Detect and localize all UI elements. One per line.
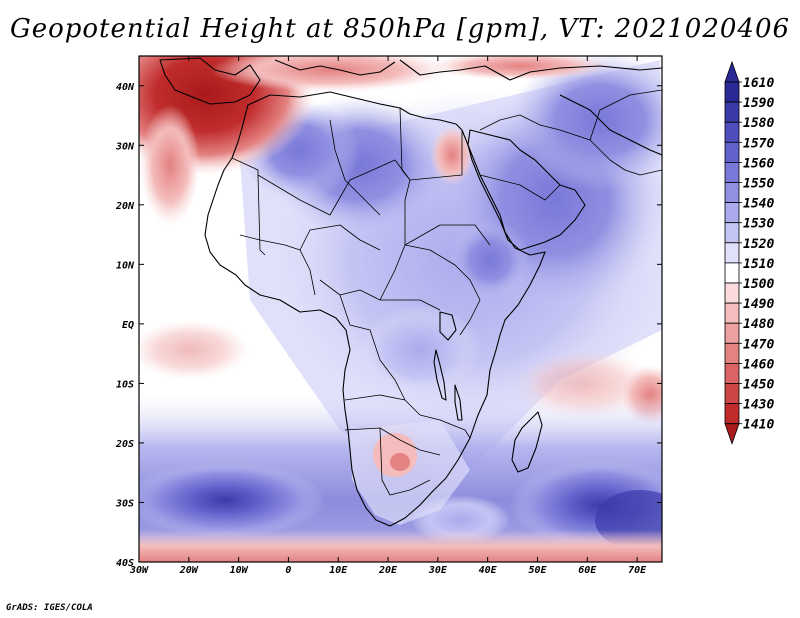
colorbar-label: 1450 [743, 378, 774, 393]
height-field [139, 56, 662, 562]
colorbar-swatch [724, 161, 740, 183]
grads-credit: GrADS: IGES/COLA [6, 603, 93, 613]
colorbar-swatch [724, 182, 740, 204]
colorbar-top-arrow [724, 60, 740, 83]
x-tick-label: 10E [329, 565, 348, 576]
colorbar-swatch [724, 322, 740, 344]
colorbar-swatch [724, 121, 740, 143]
colorbar-label: 1520 [743, 237, 774, 252]
x-tick-label: 30W [129, 565, 149, 576]
y-tick-label: EQ [122, 320, 134, 331]
colorbar-swatch [724, 362, 740, 384]
colorbar-bottom-arrow [724, 423, 740, 445]
y-tick-label: 30N [115, 141, 135, 152]
colorbar-label: 1530 [743, 217, 774, 232]
colorbar-label: 1560 [743, 156, 774, 171]
colorbar-swatch [724, 282, 740, 304]
colorbar-swatch [724, 141, 740, 163]
x-tick-label: 10W [230, 565, 249, 576]
colorbar-swatch [724, 302, 740, 324]
y-tick-label: 20S [115, 439, 134, 450]
y-tick-label: 10N [116, 260, 135, 271]
longitude-axis: 30W 20W 10W 0 10E 20E 30E 40E 50E 60E 70E [129, 56, 647, 576]
y-tick-label: 30S [115, 498, 134, 509]
colorbar-label: 1590 [743, 96, 774, 111]
x-tick-label: 70E [628, 565, 647, 576]
colorbar-label: 1490 [743, 297, 774, 312]
y-tick-label: 40S [116, 558, 134, 569]
coastlines-and-borders [159, 57, 662, 527]
x-tick-label: 50E [528, 565, 547, 576]
colorbar-label: 1570 [743, 136, 774, 151]
x-tick-label: 0 [285, 565, 291, 576]
x-tick-label: 40E [479, 565, 498, 576]
y-tick-label: 10S [116, 379, 134, 390]
colorbar-label: 1580 [743, 116, 774, 131]
colorbar-swatch [724, 262, 740, 284]
x-tick-label: 20W [179, 565, 199, 576]
colorbar-label: 1510 [743, 257, 774, 272]
x-tick-label: 20E [378, 565, 398, 576]
x-tick-label: 30E [428, 565, 448, 576]
colorbar-swatch [724, 81, 740, 103]
map-title: Geopotential Height at 850hPa [gpm], VT:… [9, 14, 791, 44]
y-tick-label: 40N [116, 82, 135, 93]
colorbar-swatch [724, 242, 740, 264]
colorbar-label: 1460 [743, 357, 774, 372]
colorbar-swatch [724, 101, 740, 123]
colorbar-swatch [724, 403, 740, 425]
colorbar-label: 1540 [743, 197, 774, 212]
colorbar-label: 1500 [743, 277, 774, 292]
latitude-axis: 40S 30S 20S 10S EQ 10N 20N 30N 40N [115, 82, 662, 569]
colorbar-label: 1550 [743, 177, 774, 192]
colorbar-label: 1480 [743, 317, 774, 332]
y-tick-label: 20N [115, 201, 135, 212]
colorbar-label: 1610 [743, 76, 774, 91]
colorbar-swatch [724, 222, 740, 244]
x-tick-label: 60E [578, 565, 597, 576]
colorbar-swatch [724, 342, 740, 364]
colorbar-swatch [724, 383, 740, 405]
colorbar: 1610 1590 1580 1570 1560 1550 1540 1530 1520 1510… [724, 60, 774, 445]
map-frame [138, 55, 663, 563]
colorbar-label: 1430 [743, 398, 774, 413]
colorbar-label: 1410 [743, 418, 774, 433]
colorbar-label: 1470 [743, 337, 774, 352]
colorbar-swatch [724, 202, 740, 224]
